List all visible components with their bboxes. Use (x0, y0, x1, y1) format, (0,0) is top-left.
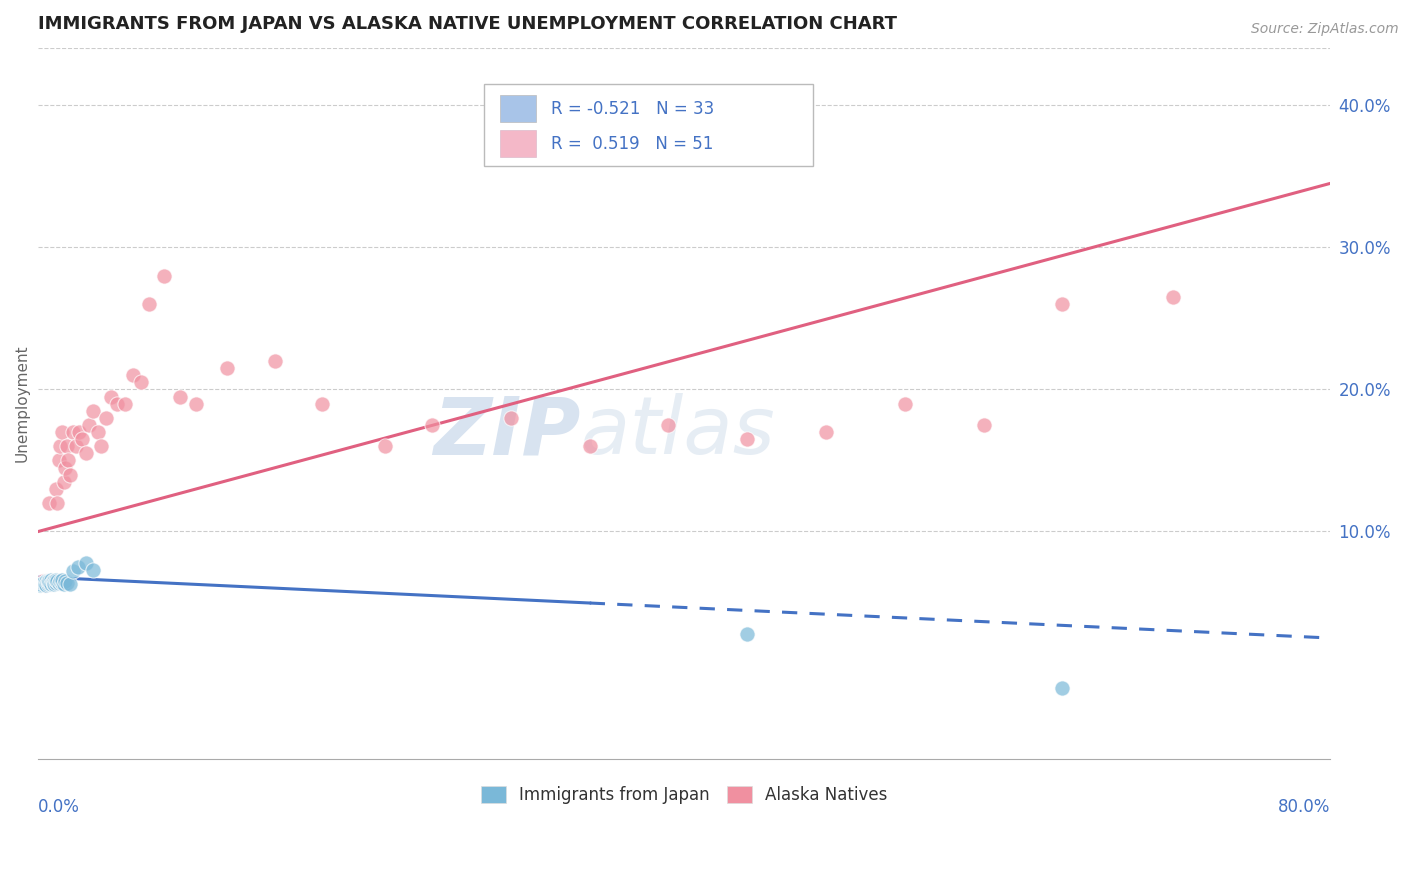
Alaska Natives (32, 574, 55, 589)
Immigrants from Japan (51, 573, 73, 587)
Immigrants from Japan (41, 575, 63, 590)
Immigrants from Japan (1052, 681, 1074, 695)
Alaska Natives (37, 574, 59, 589)
Alaska Natives (1052, 297, 1074, 311)
Alaska Natives (42, 574, 65, 589)
Immigrants from Japan (735, 626, 758, 640)
Immigrants from Japan (41, 574, 63, 589)
Alaska Natives (184, 396, 207, 410)
Text: ZIP: ZIP (433, 393, 581, 471)
Immigrants from Japan (37, 577, 59, 591)
Alaska Natives (217, 361, 239, 376)
Alaska Natives (67, 425, 90, 439)
Immigrants from Japan (38, 574, 60, 589)
Text: atlas: atlas (581, 393, 776, 471)
Alaska Natives (499, 410, 522, 425)
Immigrants from Japan (38, 575, 60, 590)
FancyBboxPatch shape (499, 95, 536, 122)
Alaska Natives (34, 578, 56, 592)
Immigrants from Japan (31, 577, 53, 591)
Text: 80.0%: 80.0% (1278, 797, 1330, 816)
Alaska Natives (39, 574, 62, 589)
FancyBboxPatch shape (484, 84, 814, 166)
Immigrants from Japan (59, 577, 82, 591)
Immigrants from Japan (35, 574, 58, 589)
Alaska Natives (90, 439, 112, 453)
Alaska Natives (62, 425, 84, 439)
Alaska Natives (138, 297, 160, 311)
Immigrants from Japan (52, 577, 75, 591)
Alaska Natives (578, 439, 600, 453)
Alaska Natives (46, 496, 69, 510)
Alaska Natives (48, 453, 70, 467)
Alaska Natives (100, 390, 122, 404)
Immigrants from Japan (55, 575, 77, 590)
Legend: Immigrants from Japan, Alaska Natives: Immigrants from Japan, Alaska Natives (474, 780, 894, 811)
Immigrants from Japan (48, 575, 70, 590)
Immigrants from Japan (37, 574, 59, 589)
Immigrants from Japan (35, 578, 58, 592)
Alaska Natives (311, 396, 333, 410)
Text: R =  0.519   N = 51: R = 0.519 N = 51 (551, 135, 714, 153)
Alaska Natives (49, 439, 72, 453)
Alaska Natives (153, 268, 176, 283)
Immigrants from Japan (82, 563, 104, 577)
Alaska Natives (58, 453, 80, 467)
Immigrants from Japan (53, 574, 76, 589)
Alaska Natives (121, 368, 143, 383)
Immigrants from Japan (39, 573, 62, 587)
Text: R = -0.521   N = 33: R = -0.521 N = 33 (551, 100, 714, 118)
Text: IMMIGRANTS FROM JAPAN VS ALASKA NATIVE UNEMPLOYMENT CORRELATION CHART: IMMIGRANTS FROM JAPAN VS ALASKA NATIVE U… (38, 15, 897, 33)
Alaska Natives (129, 376, 152, 390)
Immigrants from Japan (28, 578, 51, 592)
Immigrants from Japan (62, 564, 84, 578)
Immigrants from Japan (45, 573, 67, 587)
Alaska Natives (105, 396, 128, 410)
Alaska Natives (735, 432, 758, 446)
Alaska Natives (45, 482, 67, 496)
Alaska Natives (55, 439, 77, 453)
Alaska Natives (973, 417, 995, 432)
Text: 0.0%: 0.0% (38, 797, 80, 816)
Alaska Natives (263, 354, 285, 368)
Immigrants from Japan (34, 577, 56, 591)
Alaska Natives (38, 496, 60, 510)
Alaska Natives (815, 425, 838, 439)
Alaska Natives (65, 439, 87, 453)
FancyBboxPatch shape (499, 130, 536, 157)
Y-axis label: Unemployment: Unemployment (15, 345, 30, 462)
Immigrants from Japan (42, 574, 65, 589)
Immigrants from Japan (45, 575, 67, 590)
Alaska Natives (169, 390, 191, 404)
Alaska Natives (657, 417, 679, 432)
Alaska Natives (77, 417, 100, 432)
Alaska Natives (35, 574, 58, 589)
Immigrants from Japan (46, 574, 69, 589)
Alaska Natives (51, 425, 73, 439)
Alaska Natives (75, 446, 97, 460)
Alaska Natives (41, 574, 63, 589)
Alaska Natives (1161, 290, 1184, 304)
Alaska Natives (59, 467, 82, 482)
Alaska Natives (72, 432, 94, 446)
Immigrants from Japan (49, 574, 72, 589)
Text: Source: ZipAtlas.com: Source: ZipAtlas.com (1251, 22, 1399, 37)
Immigrants from Japan (42, 577, 65, 591)
Alaska Natives (52, 475, 75, 489)
Alaska Natives (94, 410, 117, 425)
Immigrants from Japan (75, 556, 97, 570)
Immigrants from Japan (39, 577, 62, 591)
Alaska Natives (53, 460, 76, 475)
Immigrants from Japan (51, 575, 73, 590)
Immigrants from Japan (32, 575, 55, 590)
Alaska Natives (894, 396, 917, 410)
Alaska Natives (87, 425, 110, 439)
Immigrants from Japan (66, 560, 89, 574)
Alaska Natives (82, 403, 104, 417)
Alaska Natives (114, 396, 136, 410)
Alaska Natives (374, 439, 396, 453)
Alaska Natives (420, 417, 443, 432)
